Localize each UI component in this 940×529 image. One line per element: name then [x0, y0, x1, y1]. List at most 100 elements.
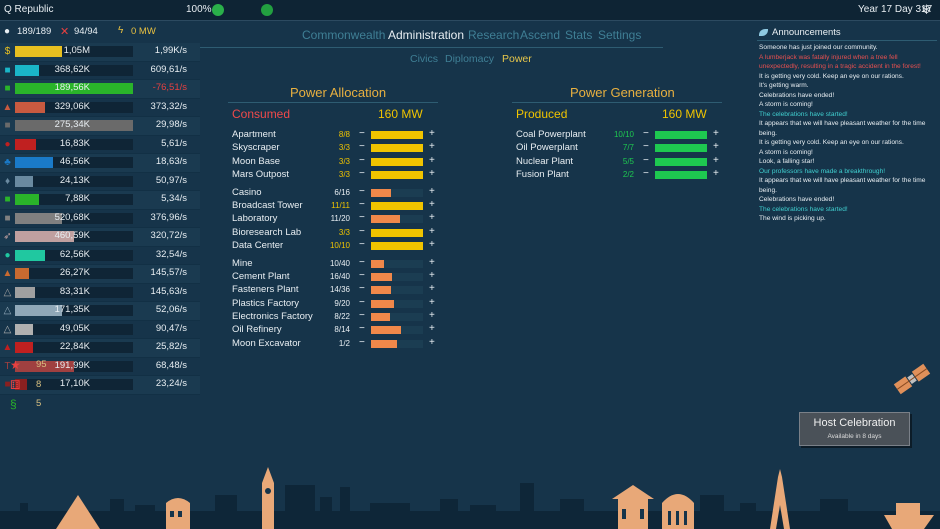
counter-value: 95: [36, 359, 47, 370]
counter-value: 8: [36, 378, 42, 390]
pagoda-icon: [612, 485, 654, 529]
dice-icon: ⚅: [10, 377, 21, 392]
increase-button[interactable]: +: [429, 336, 435, 348]
increase-button[interactable]: +: [429, 225, 435, 237]
tab-commonwealth[interactable]: Commonwealth: [302, 28, 386, 42]
produced-label: Produced: [516, 107, 568, 121]
generation-row: Oil Powerplant 7/7− +: [516, 141, 721, 155]
decrease-button[interactable]: −: [359, 238, 365, 250]
announcements-list[interactable]: Someone has just joined our community. A …: [759, 43, 937, 224]
building-name: Broadcast Tower: [232, 200, 303, 211]
increase-button[interactable]: +: [429, 323, 435, 335]
decrease-button[interactable]: −: [359, 167, 365, 179]
decrease-button[interactable]: −: [359, 283, 365, 295]
resource-bar-fill: [15, 138, 37, 150]
power-total: 0 MW: [131, 26, 156, 37]
power-bar: [371, 170, 423, 179]
resource-amount: 275,34K: [54, 119, 90, 130]
subtab-diplomacy[interactable]: Diplomacy: [445, 53, 495, 65]
increase-button[interactable]: +: [429, 154, 435, 166]
decrease-button[interactable]: −: [359, 225, 365, 237]
increase-button[interactable]: +: [429, 283, 435, 295]
building-count: 3/3: [338, 169, 350, 179]
increase-button[interactable]: +: [429, 128, 435, 139]
decrease-button[interactable]: −: [359, 212, 365, 224]
resource-row: ■ 520,68K 376,96/s: [0, 210, 200, 228]
increase-button[interactable]: +: [429, 185, 435, 197]
subtab-civics[interactable]: Civics: [410, 53, 438, 65]
increase-button[interactable]: +: [429, 167, 435, 179]
tab-settings[interactable]: Settings: [598, 28, 642, 42]
resource-bar: [15, 305, 133, 316]
tab-research[interactable]: Research: [468, 28, 520, 42]
increase-button[interactable]: +: [429, 309, 435, 321]
tab-divider: [200, 47, 663, 48]
decrease-button[interactable]: −: [643, 154, 649, 166]
tab-stats[interactable]: Stats: [565, 28, 593, 42]
host-celebration-button[interactable]: Host Celebration Available in 8 days: [799, 412, 910, 446]
decrease-button[interactable]: −: [359, 199, 365, 210]
tab-administration[interactable]: Administration: [388, 28, 465, 42]
decrease-button[interactable]: −: [359, 141, 365, 153]
tab-ascend[interactable]: Ascend: [520, 28, 561, 42]
decrease-button[interactable]: −: [359, 336, 365, 348]
domed-temple-icon: [662, 494, 694, 529]
decrease-button[interactable]: −: [359, 185, 365, 197]
resource-row: ■ 189,56K -76,51/s: [0, 80, 200, 99]
decrease-button[interactable]: −: [643, 128, 649, 139]
increase-button[interactable]: +: [429, 212, 435, 224]
subtab-power[interactable]: Power: [502, 53, 532, 65]
decrease-button[interactable]: −: [359, 296, 365, 308]
status-line: ● 189/189 ✕ 94/94 ϟ 0 MW: [0, 24, 200, 40]
glass-icon: △: [3, 286, 12, 298]
increase-button[interactable]: +: [713, 128, 719, 139]
increase-button[interactable]: +: [429, 296, 435, 308]
increase-button[interactable]: +: [713, 141, 719, 153]
decrease-button[interactable]: −: [359, 154, 365, 166]
increase-button[interactable]: +: [429, 199, 435, 210]
happiness-icon: [212, 4, 224, 16]
power-bar: [655, 157, 707, 166]
increase-button[interactable]: +: [713, 154, 719, 166]
increase-button[interactable]: +: [429, 270, 435, 281]
decrease-button[interactable]: −: [643, 141, 649, 153]
resource-row: ➶ 460,59K 320,72/s: [0, 228, 200, 247]
resource-bar-fill: [15, 286, 36, 298]
increase-button[interactable]: +: [429, 238, 435, 250]
allocation-row: Oil Refinery 8/14− +: [232, 323, 437, 337]
increase-button[interactable]: +: [429, 141, 435, 153]
resource-rate: 376,96/s: [150, 211, 187, 223]
resource-bar: [15, 175, 133, 187]
decrease-button[interactable]: −: [359, 309, 365, 321]
power-bar: [371, 273, 423, 281]
resource-row: ♣ 46,56K 18,63/s: [0, 154, 200, 173]
decrease-button[interactable]: −: [359, 270, 365, 281]
building-count: 10/40: [329, 258, 350, 268]
resource-amount: 46,56K: [59, 156, 90, 167]
power-bar: [371, 202, 423, 210]
globe-icon[interactable]: [261, 4, 273, 16]
power-bar-fill: [371, 228, 423, 237]
allocation-row: Skyscraper 3/3− +: [232, 141, 437, 155]
resource-rate: 32,54/s: [155, 248, 187, 260]
power-bar-fill: [371, 202, 423, 210]
resource-row: △ 83,31K 145,63/s: [0, 284, 200, 302]
resource-amount: 16,83K: [59, 137, 90, 149]
increase-button[interactable]: +: [429, 256, 435, 268]
announcement-message: The celebrations have started!: [759, 205, 848, 213]
decrease-button[interactable]: −: [359, 128, 365, 139]
building-count: 8/22: [334, 311, 350, 321]
decrease-button[interactable]: −: [359, 323, 365, 335]
allocation-row: Plastics Factory 9/20− +: [232, 296, 437, 311]
allocation-row: Mine 10/40− +: [232, 256, 437, 271]
allocation-title: Power Allocation: [290, 85, 387, 100]
power-bar: [371, 228, 423, 237]
power-bar: [655, 131, 707, 139]
decrease-button[interactable]: −: [643, 167, 649, 179]
increase-button[interactable]: +: [713, 167, 719, 179]
satellite-icon[interactable]: [892, 362, 932, 396]
resource-amount: 83,31K: [59, 285, 90, 297]
building-count: 14/36: [329, 285, 350, 295]
republic-name[interactable]: Q Republic: [4, 4, 54, 15]
decrease-button[interactable]: −: [359, 256, 365, 268]
